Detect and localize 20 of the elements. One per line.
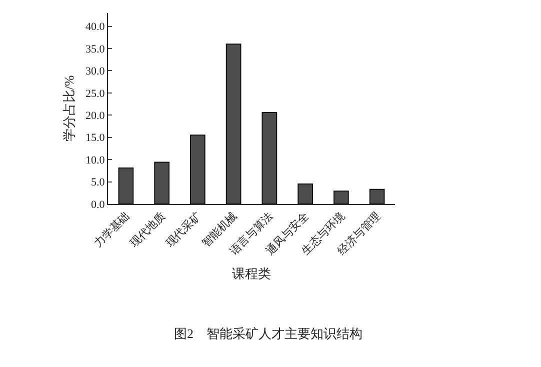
- bar: [298, 184, 313, 204]
- y-tick-label: 30.0: [86, 66, 106, 78]
- bar: [262, 112, 278, 204]
- y-tick-label: 15.0: [86, 132, 106, 144]
- bar: [118, 168, 134, 204]
- y-axis-title: 学分占比/%: [62, 75, 76, 142]
- bar: [369, 188, 385, 204]
- x-axis-title: 课程类: [232, 266, 271, 282]
- y-tick-label: 25.0: [86, 88, 106, 100]
- y-tick-label: 5.0: [91, 176, 106, 189]
- caption: 图2 智能采矿人才主要知识结构: [174, 326, 362, 341]
- bar: [334, 190, 349, 204]
- y-tick-label: 35.0: [86, 43, 106, 56]
- y-tick-label: 40.0: [86, 21, 106, 34]
- bar: [190, 134, 206, 204]
- y-tick-label: 0.0: [91, 198, 106, 211]
- bar: [154, 162, 170, 204]
- y-tick-label: 10.0: [86, 154, 106, 166]
- bar: [226, 44, 242, 204]
- y-tick-label: 20.0: [86, 110, 106, 122]
